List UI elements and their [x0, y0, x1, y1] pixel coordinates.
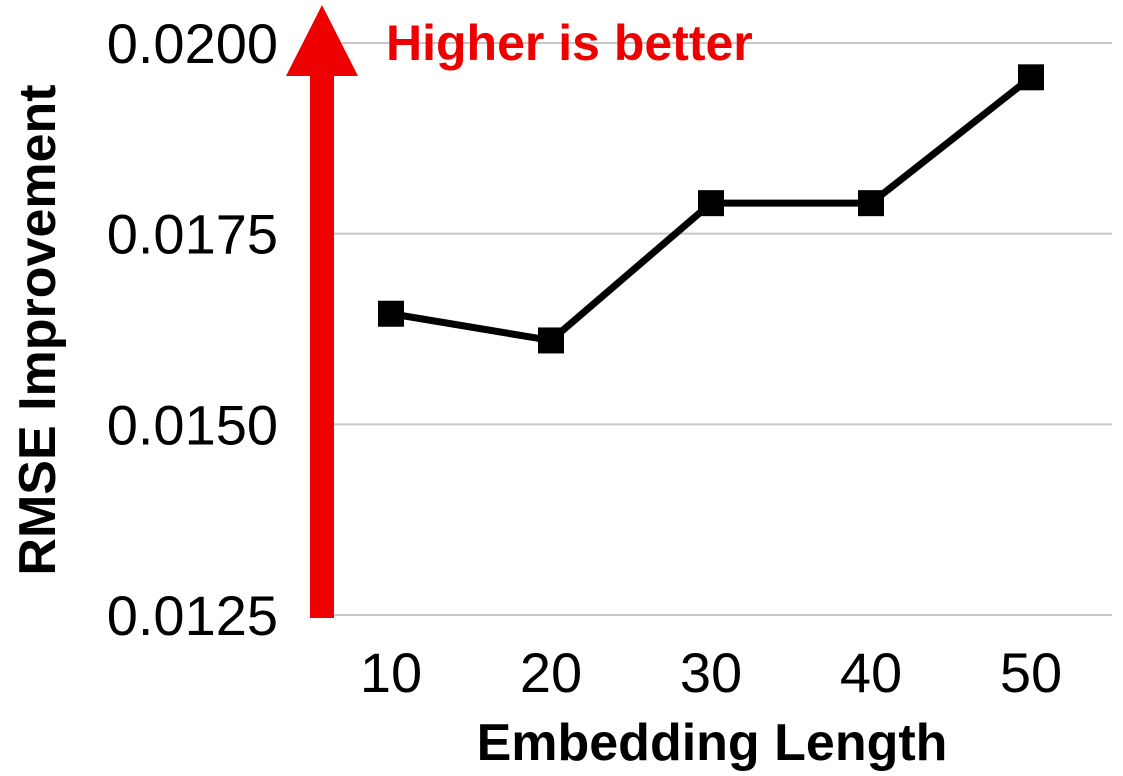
- x-tick-label: 20: [520, 641, 582, 704]
- arrow-head: [286, 5, 358, 76]
- x-axis-title: Embedding Length: [477, 714, 948, 772]
- annotation-text: Higher is better: [386, 15, 753, 71]
- x-tick-label: 30: [680, 641, 742, 704]
- y-tick-label: 0.0150: [107, 393, 278, 456]
- data-point-marker: [1018, 64, 1044, 91]
- data-markers: [378, 64, 1044, 354]
- data-point-marker: [858, 190, 884, 217]
- y-axis-title: RMSE Improvement: [9, 84, 67, 575]
- x-tick-labels: 10 20 30 40 50: [360, 641, 1062, 704]
- data-point-marker: [698, 190, 724, 217]
- y-tick-label: 0.0175: [107, 203, 278, 266]
- data-point-marker: [378, 300, 404, 327]
- data-point-marker: [538, 327, 564, 354]
- x-tick-label: 50: [1000, 641, 1062, 704]
- y-tick-label: 0.0200: [107, 12, 278, 75]
- arrow-shaft: [310, 70, 334, 618]
- x-tick-label: 10: [360, 641, 422, 704]
- y-tick-label: 0.0125: [107, 584, 278, 647]
- higher-is-better-arrow: [286, 5, 358, 618]
- grid: [310, 42, 1112, 616]
- y-tick-labels: 0.0125 0.0150 0.0175 0.0200: [107, 12, 278, 647]
- x-tick-label: 40: [840, 641, 902, 704]
